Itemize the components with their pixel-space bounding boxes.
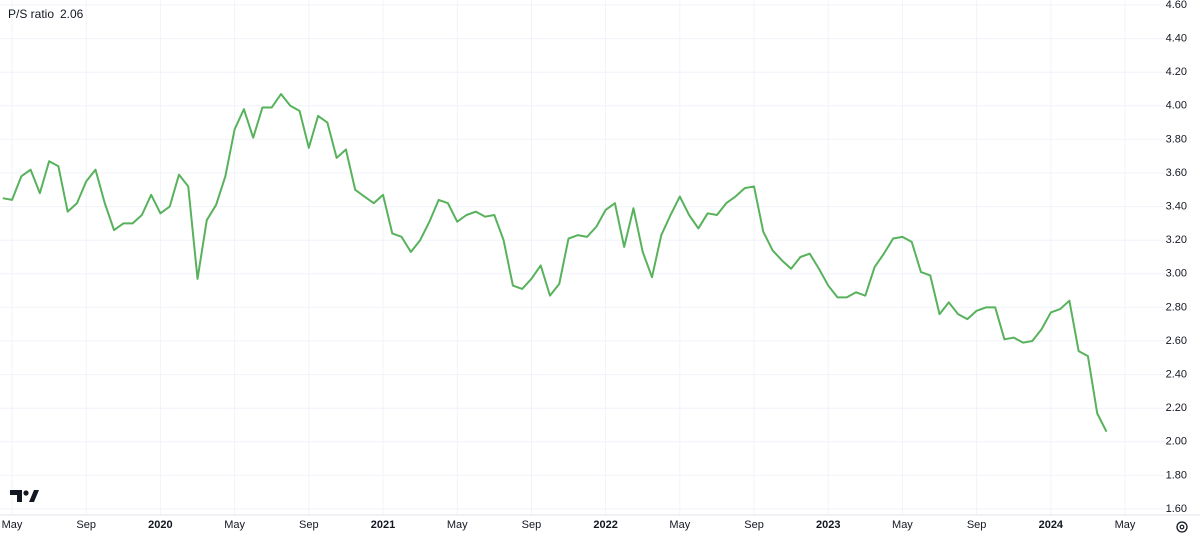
- line-series: [2, 93, 1108, 433]
- axes: 1.60 1.80 2.00 2.20 2.40 2.60 2.80 3.00 3.20 3.40…: [2, 0, 1187, 531]
- settings-icon[interactable]: [1176, 521, 1188, 533]
- x-tick-label: May: [447, 519, 468, 531]
- y-tick-label: 2.40: [1166, 369, 1187, 381]
- grid: [0, 0, 1165, 515]
- x-tick-label: 2024: [1039, 519, 1064, 531]
- x-tick-label: Sep: [744, 519, 764, 531]
- x-tick-label: 2021: [371, 519, 395, 531]
- legend-name: P/S ratio: [8, 7, 54, 21]
- y-tick-label: 4.60: [1166, 0, 1187, 11]
- x-tick-label: Sep: [299, 519, 319, 531]
- y-tick-label: 2.00: [1166, 436, 1187, 448]
- x-tick-label: May: [892, 519, 913, 531]
- x-tick-label: Sep: [76, 519, 96, 531]
- y-tick-label: 3.00: [1166, 268, 1187, 280]
- y-tick-label: 2.20: [1166, 402, 1187, 414]
- y-tick-label: 4.40: [1166, 33, 1187, 45]
- plot: [2, 93, 1108, 433]
- logo: [10, 490, 39, 502]
- y-tick-label: 1.60: [1166, 503, 1187, 515]
- y-tick-label: 3.80: [1166, 133, 1187, 145]
- x-tick-label: 2020: [148, 519, 172, 531]
- x-tick-label: 2022: [593, 519, 617, 531]
- y-tick-label: 3.20: [1166, 234, 1187, 246]
- x-tick-label: May: [669, 519, 690, 531]
- x-tick-label: May: [224, 519, 245, 531]
- y-tick-label: 3.40: [1166, 201, 1187, 213]
- x-tick-label: Sep: [522, 519, 542, 531]
- y-tick-label: 4.20: [1166, 66, 1187, 78]
- x-tick-label: 2023: [816, 519, 840, 531]
- x-tick-label: May: [1115, 519, 1136, 531]
- y-tick-label: 4.00: [1166, 100, 1187, 112]
- x-tick-label: May: [2, 519, 23, 531]
- y-tick-label: 2.60: [1166, 335, 1187, 347]
- y-tick-label: 2.80: [1166, 301, 1187, 313]
- legend-value: 2.06: [60, 7, 84, 21]
- y-tick-label: 1.80: [1166, 469, 1187, 481]
- x-tick-label: Sep: [967, 519, 987, 531]
- y-tick-label: 3.60: [1166, 167, 1187, 179]
